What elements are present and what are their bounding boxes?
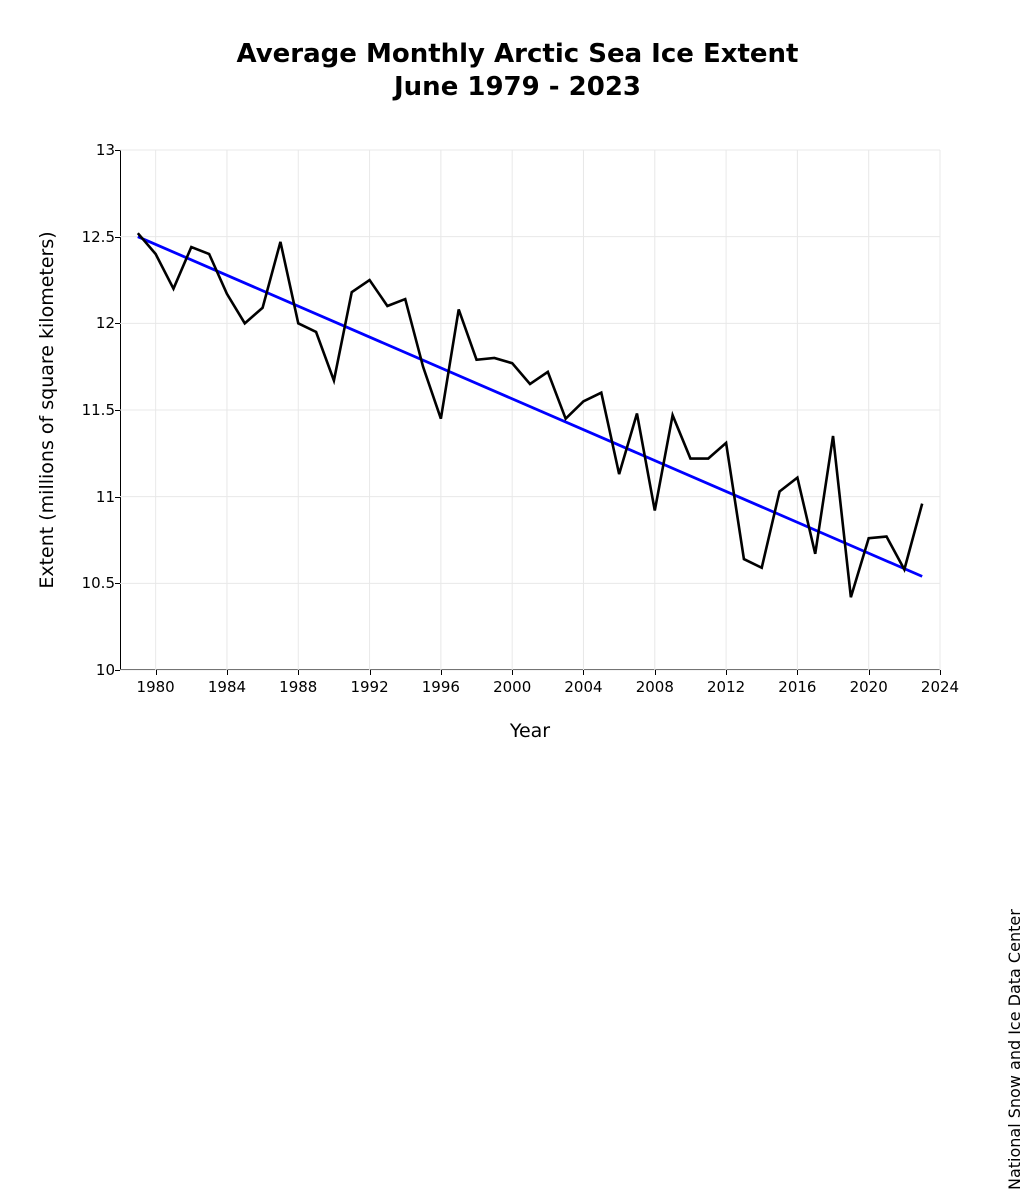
y-tick-label: 12 <box>35 314 115 332</box>
trend-line <box>138 237 922 577</box>
x-tick-label: 2012 <box>707 678 745 696</box>
chart-title: Average Monthly Arctic Sea Ice Extent Ju… <box>0 38 1035 103</box>
y-tick-label: 11.5 <box>35 401 115 419</box>
title-line-2: June 1979 - 2023 <box>394 72 641 102</box>
x-tick-label: 2016 <box>778 678 816 696</box>
chart-container: Average Monthly Arctic Sea Ice Extent Ju… <box>0 0 1035 800</box>
plot-svg <box>120 150 940 670</box>
credit-label: National Snow and Ice Data Center <box>1005 670 1024 1190</box>
x-tick-label: 2024 <box>921 678 959 696</box>
y-tick-label: 11 <box>35 488 115 506</box>
x-tick-label: 2008 <box>636 678 674 696</box>
y-tick-label: 13 <box>35 141 115 159</box>
y-tick-label: 10 <box>35 661 115 679</box>
x-tick-label: 2000 <box>493 678 531 696</box>
x-tick-label: 1996 <box>422 678 460 696</box>
x-tick-label: 1984 <box>208 678 246 696</box>
x-tick-label: 2004 <box>564 678 602 696</box>
x-axis-label: Year <box>120 720 940 742</box>
y-tick-label: 10.5 <box>35 574 115 592</box>
title-line-1: Average Monthly Arctic Sea Ice Extent <box>237 39 799 69</box>
y-tick-label: 12.5 <box>35 228 115 246</box>
x-tick-label: 1992 <box>350 678 388 696</box>
x-tick-label: 2020 <box>850 678 888 696</box>
x-tick-label: 1980 <box>137 678 175 696</box>
x-tick-label: 1988 <box>279 678 317 696</box>
grid <box>120 150 940 670</box>
